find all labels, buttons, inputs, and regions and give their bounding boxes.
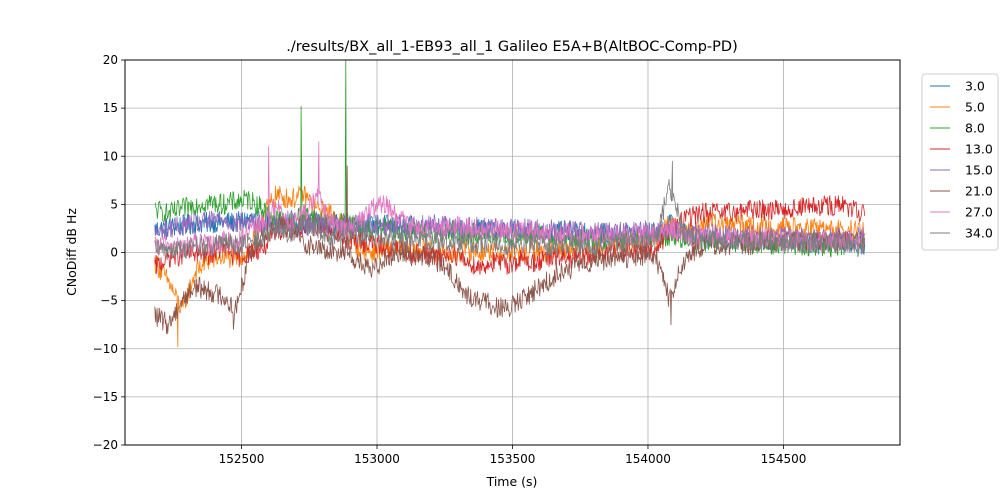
plot-area	[154, 60, 866, 348]
y-tick-label: 10	[103, 149, 118, 163]
y-tick-label: 20	[103, 53, 118, 67]
series-line-34.0	[154, 160, 866, 259]
legend-label: 15.0	[965, 163, 993, 178]
y-tick-label: 0	[110, 246, 118, 260]
legend-label: 8.0	[965, 121, 985, 136]
legend-box	[921, 73, 999, 251]
legend-label: 34.0	[965, 226, 993, 241]
y-tick-label: 15	[103, 101, 118, 115]
y-axis: −20 −15 −10 −5 0 5 10 15 20	[93, 53, 125, 452]
legend-label: 3.0	[965, 79, 985, 94]
x-tick-label: 154000	[625, 452, 671, 466]
y-tick-label: −15	[93, 390, 118, 404]
legend-label: 27.0	[965, 205, 993, 220]
legend-label: 13.0	[965, 142, 993, 157]
y-tick-label: −20	[93, 438, 118, 452]
x-tick-label: 152500	[219, 452, 265, 466]
legend: 3.0 5.0 8.0 13.0 15.0 21.0 27.0 34.0	[921, 73, 999, 251]
x-axis-label: Time (s)	[486, 474, 538, 489]
chart-title: ./results/BX_all_1-EB93_all_1 Galileo E5…	[286, 39, 737, 55]
y-axis-label: CNoDiff dB Hz	[64, 208, 79, 296]
series-line-15.0	[154, 210, 866, 249]
legend-label: 21.0	[965, 184, 993, 199]
legend-label: 5.0	[965, 100, 985, 115]
x-axis: 152500 153000 153500 154000 154500	[219, 445, 807, 466]
y-tick-label: −10	[93, 342, 118, 356]
x-tick-label: 153000	[354, 452, 400, 466]
y-tick-label: −5	[100, 294, 118, 308]
x-tick-label: 154500	[761, 452, 807, 466]
y-tick-label: 5	[110, 197, 118, 211]
x-tick-label: 153500	[490, 452, 536, 466]
